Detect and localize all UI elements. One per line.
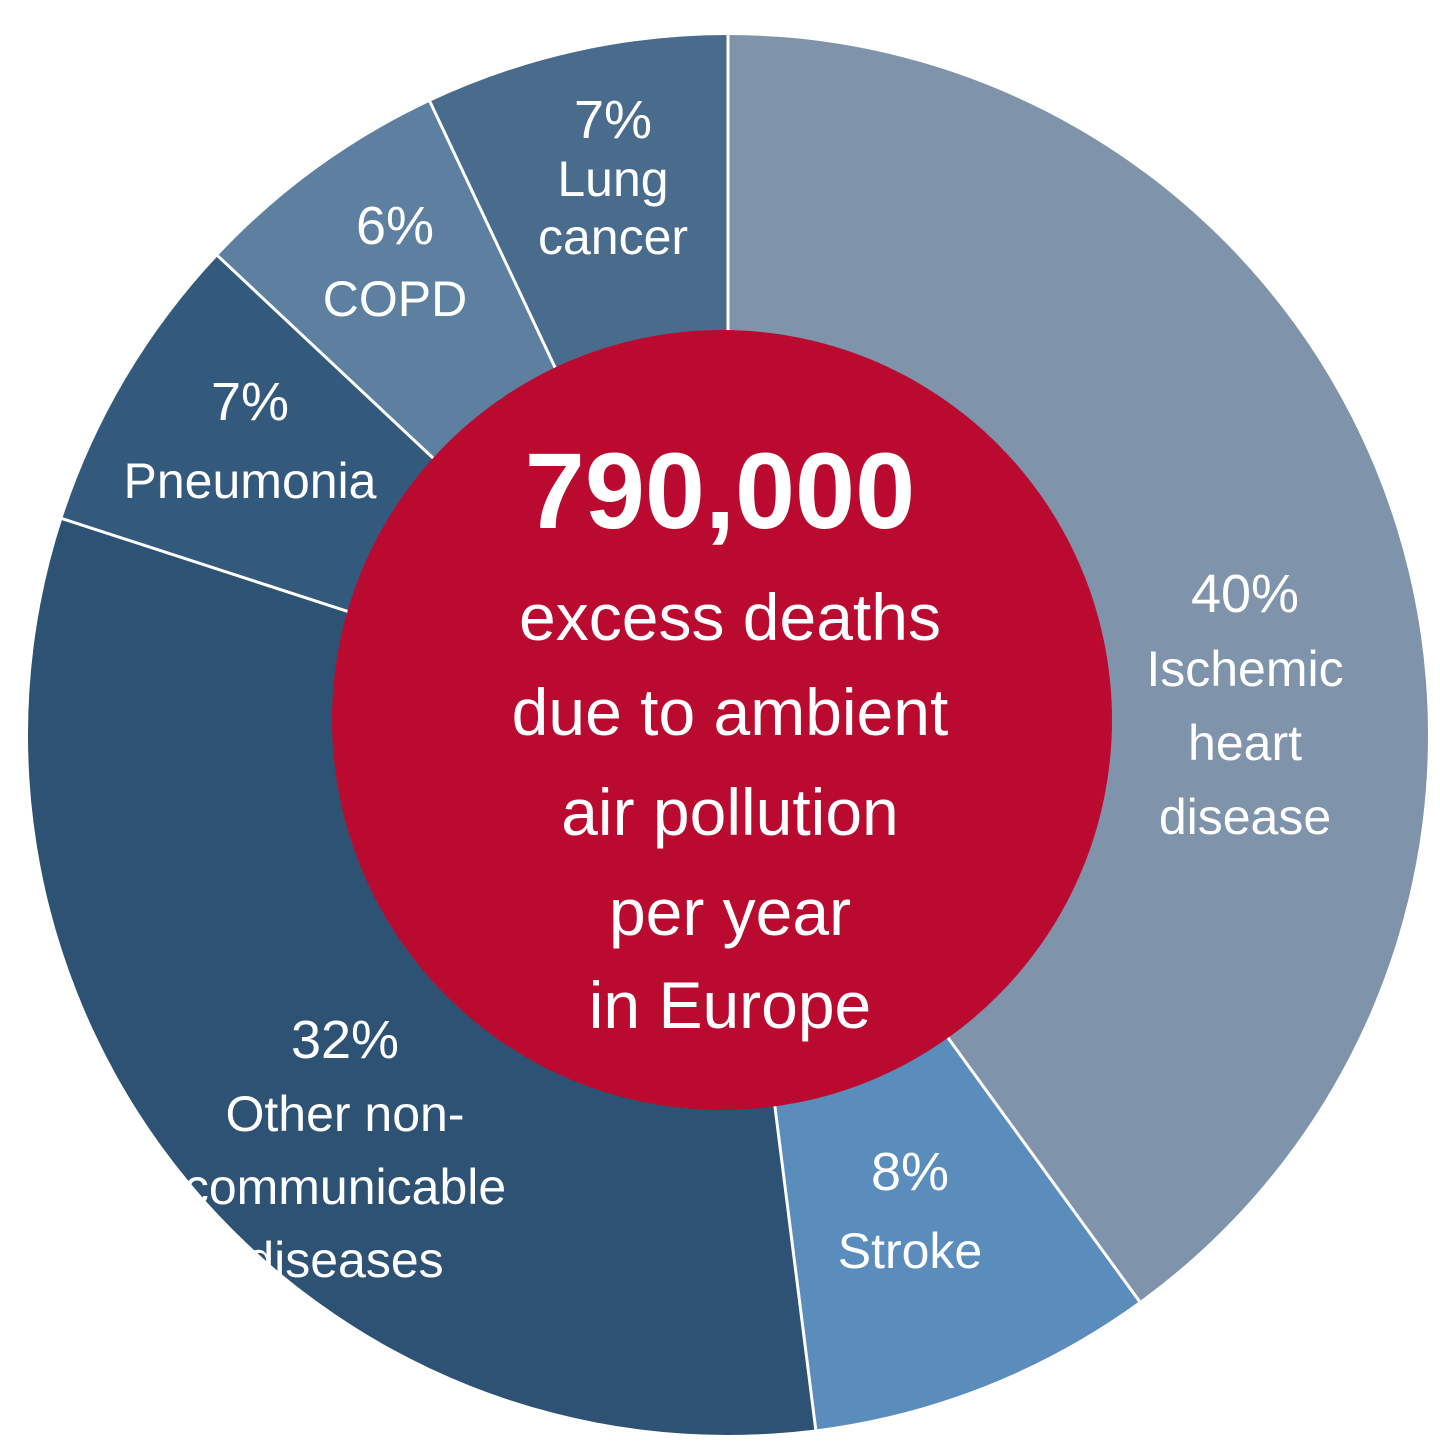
center-circle [332,330,1112,1110]
slice-name-label: Stroke [838,1223,983,1279]
slice-name-label: Lung [557,151,668,207]
slice-name-label: Pneumonia [124,453,377,509]
slice-name-label: disease [1159,789,1331,845]
slice-name-label: communicable [184,1159,506,1215]
slice-percent-label: 6% [356,196,434,256]
center-text-group: 790,000 excess deaths due to ambient air… [512,430,949,1042]
center-line-5: in Europe [589,968,872,1042]
slice-percent-label: 7% [574,90,652,150]
slice-percent-label: 40% [1191,564,1299,624]
center-value: 790,000 [525,430,915,551]
labels-group: 40% Ischemic heart disease 8% Stroke 32% Other … [124,90,1344,1288]
slice-percent-label: 7% [211,372,289,432]
center-line-3: air pollution [561,775,899,849]
center-line-2: due to ambient [512,675,949,749]
center-line-1: excess deaths [519,580,941,654]
slice-name-label: Ischemic [1146,641,1343,697]
slice-percent-label: 32% [291,1010,399,1070]
slice-percent-label: 8% [871,1142,949,1202]
slice-name-label: COPD [323,271,467,327]
slice-name-label: heart [1188,715,1302,771]
slice-name-label: cancer [538,209,688,265]
slice-name-label: Other non- [225,1086,464,1142]
center-line-4: per year [609,875,851,949]
slice-name-label: diseases [246,1232,443,1288]
